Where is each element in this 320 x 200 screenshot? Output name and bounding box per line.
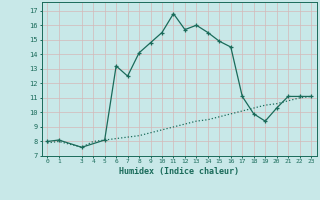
X-axis label: Humidex (Indice chaleur): Humidex (Indice chaleur) [119,167,239,176]
